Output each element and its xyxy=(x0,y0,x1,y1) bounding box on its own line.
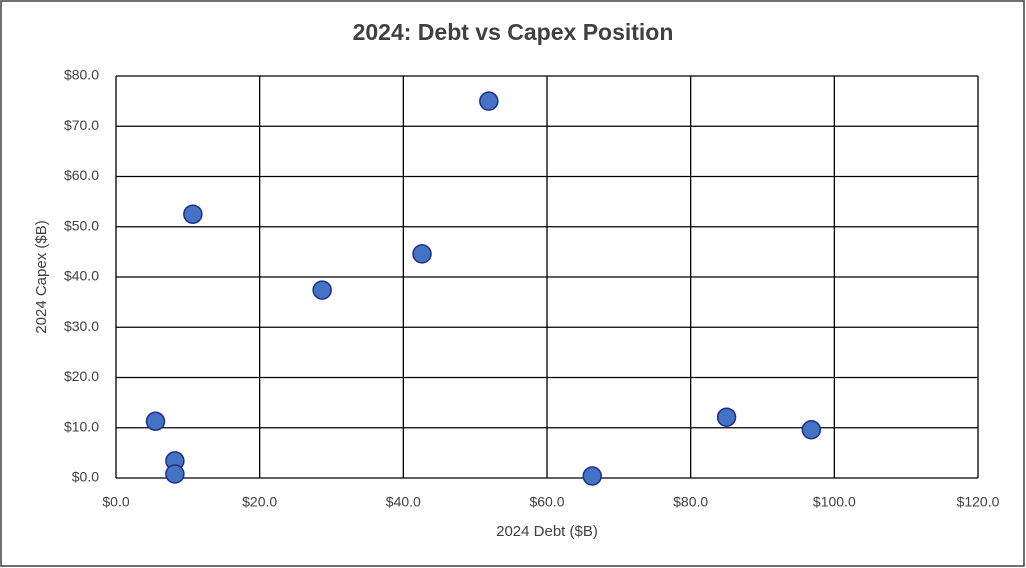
x-tick-label: $20.0 xyxy=(242,494,277,510)
point xyxy=(716,407,737,427)
y-tick-label: $60.0 xyxy=(64,167,99,183)
y-tick-label: $70.0 xyxy=(64,117,99,133)
y-tick-label: $80.0 xyxy=(64,67,99,83)
point xyxy=(582,466,603,486)
x-tick-label: $120.0 xyxy=(957,494,1000,510)
x-tick-label: $40.0 xyxy=(386,494,421,510)
y-tick-label: $40.0 xyxy=(64,268,99,284)
point xyxy=(801,420,822,440)
point xyxy=(479,91,499,111)
point xyxy=(412,244,432,264)
point xyxy=(165,464,185,484)
chart-title: 2024: Debt vs Capex Position xyxy=(353,19,674,45)
y-tick-label: $10.0 xyxy=(64,418,99,434)
y-tick-label: $0.0 xyxy=(72,469,99,485)
point xyxy=(183,204,203,224)
x-tick-label: $60.0 xyxy=(529,494,564,510)
y-tick-label: $20.0 xyxy=(64,368,99,384)
x-tick-label: $0.0 xyxy=(102,494,129,510)
x-tick-label: $80.0 xyxy=(673,494,708,510)
y-tick-label: $30.0 xyxy=(64,318,99,334)
x-axis-label: 2024 Debt ($B) xyxy=(496,523,598,540)
point xyxy=(312,280,332,300)
point xyxy=(145,411,166,431)
x-tick-label: $100.0 xyxy=(813,494,856,510)
y-axis-label: 2024 Capex ($B) xyxy=(33,220,50,333)
y-tick-label: $50.0 xyxy=(64,217,99,233)
